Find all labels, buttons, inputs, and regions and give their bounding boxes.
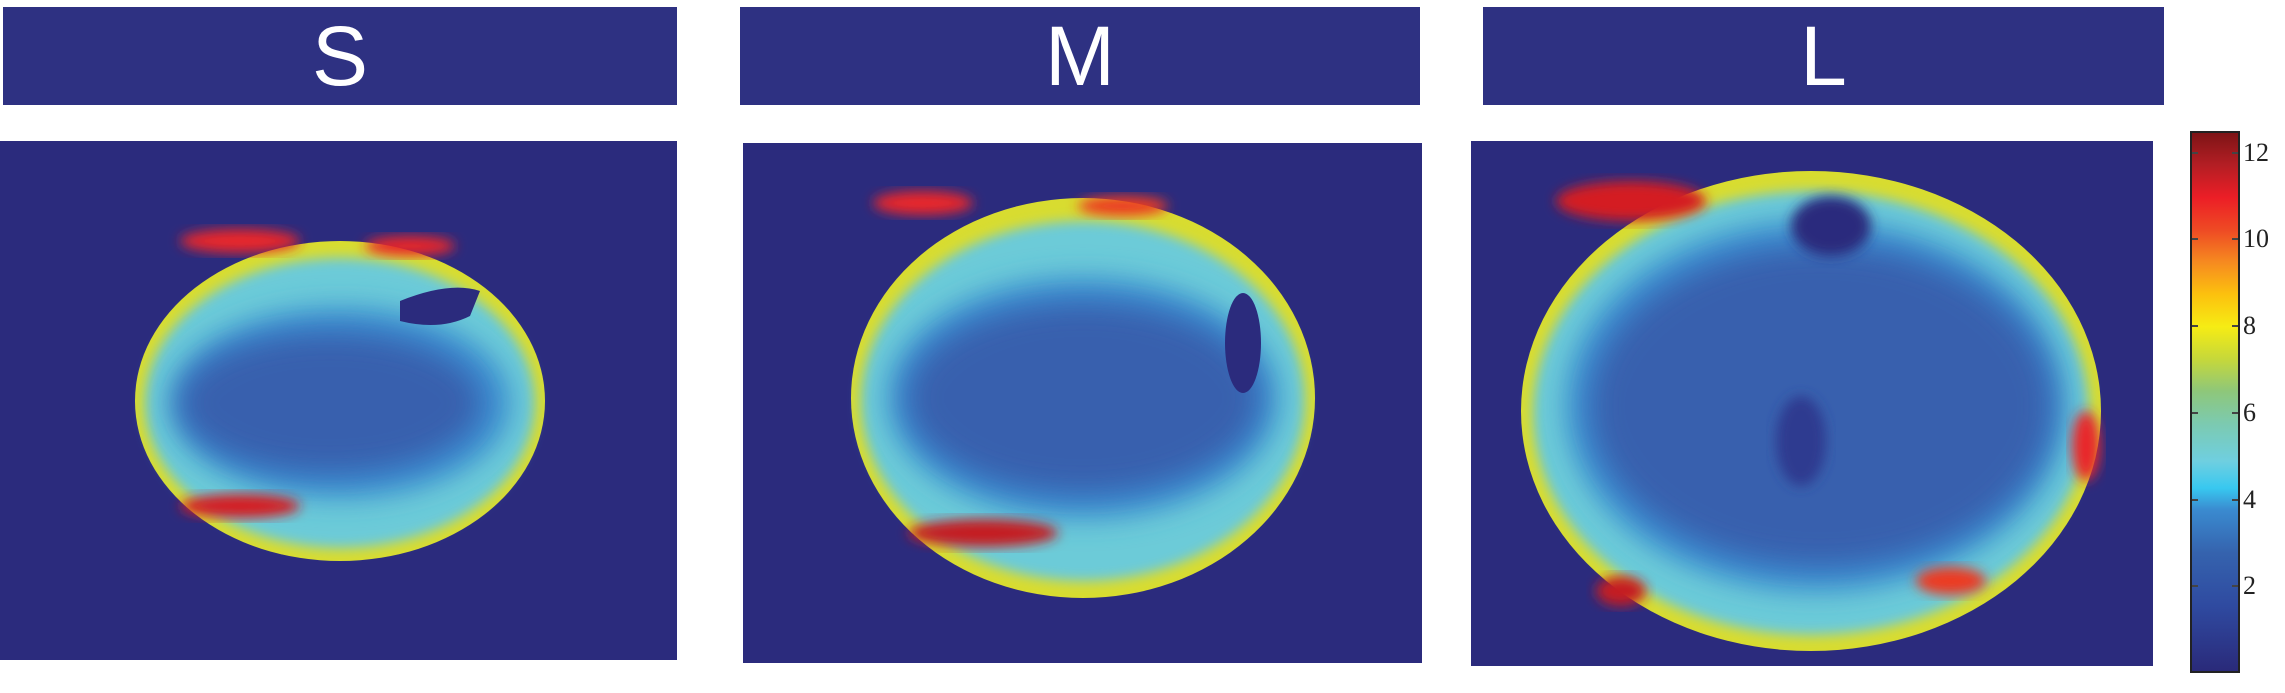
panel-label: M [1045, 8, 1115, 103]
heatmap-l [1471, 141, 2153, 666]
colorbar-tick-label: 12 [2243, 137, 2269, 167]
colorbar-tick-label: 4 [2243, 484, 2256, 514]
panel-label: S [311, 8, 369, 103]
panel-header-l: L [1483, 7, 2164, 105]
heatmap-l-image [1521, 171, 2101, 651]
panel-label: L [1800, 8, 1847, 103]
colorbar-tick-label: 10 [2243, 224, 2269, 254]
colorbar-tick-mark [2232, 585, 2238, 588]
colorbar-tick-mark [2232, 325, 2238, 328]
colorbar-tick-mark [2232, 498, 2238, 501]
colorbar-tick-label: 6 [2243, 397, 2256, 427]
colorbar-tick-mark [2192, 585, 2198, 588]
colorbar-tick-mark [2192, 238, 2198, 241]
panel-header-m: M [740, 7, 1420, 105]
colorbar-tick-label: 8 [2243, 311, 2256, 341]
colorbar-tick-mark [2232, 411, 2238, 414]
heatmap-m-image [851, 191, 1315, 598]
heatmap-m [743, 143, 1422, 663]
colorbar-tick-mark [2232, 151, 2238, 154]
heatmap-s [0, 141, 677, 660]
colorbar-tick-mark [2192, 325, 2198, 328]
colorbar-tick-label: 2 [2243, 571, 2256, 601]
colorbar [2190, 131, 2240, 673]
colorbar-tick-mark [2192, 411, 2198, 414]
colorbar-tick-mark [2192, 151, 2198, 154]
colorbar-tick-mark [2192, 498, 2198, 501]
panel-header-s: S [3, 7, 677, 105]
heatmap-s-image [135, 229, 545, 561]
colorbar-tick-mark [2232, 238, 2238, 241]
